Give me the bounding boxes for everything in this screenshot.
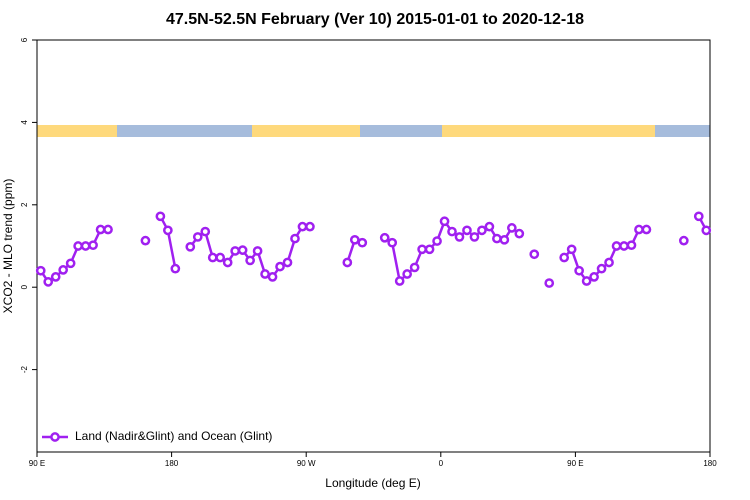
data-point — [215, 252, 226, 263]
data-point — [432, 236, 442, 246]
x-tick-label: 180 — [703, 459, 717, 468]
data-point — [267, 272, 278, 282]
ocean-strip — [117, 125, 252, 137]
data-point — [95, 224, 106, 235]
data-point — [185, 241, 196, 252]
data-point — [701, 225, 712, 236]
y-tick-label: 4 — [20, 120, 29, 125]
data-point — [200, 226, 211, 237]
data-point — [387, 237, 398, 248]
data-point — [252, 246, 263, 256]
data-point — [140, 235, 151, 246]
data-point — [402, 269, 412, 279]
data-point — [65, 258, 76, 269]
data-point — [634, 224, 644, 235]
data-point — [417, 244, 427, 255]
data-point — [275, 261, 285, 272]
data-point — [693, 211, 704, 222]
data-point — [379, 232, 390, 243]
data-point — [394, 276, 405, 286]
data-point — [544, 278, 555, 288]
data-point — [499, 234, 510, 245]
chart-title: 47.5N-52.5N February (Ver 10) 2015-01-01… — [166, 11, 584, 28]
data-point — [50, 272, 61, 282]
land-strip — [442, 125, 655, 137]
data-point — [357, 237, 368, 248]
data-point — [566, 244, 577, 255]
land-ocean-band — [37, 125, 710, 137]
data-point — [424, 244, 435, 255]
data-point — [439, 216, 450, 227]
land-strip — [37, 125, 117, 137]
data-point — [342, 257, 353, 268]
legend-marker — [50, 432, 60, 442]
data-point — [163, 225, 173, 236]
ocean-strip — [655, 125, 710, 137]
data-point — [282, 257, 293, 268]
data-point — [596, 263, 607, 274]
data-point — [222, 257, 233, 268]
data-point — [484, 221, 495, 232]
data-point — [43, 276, 54, 287]
data-point — [230, 246, 241, 256]
x-tick-label: 180 — [165, 459, 179, 468]
data-point — [514, 228, 525, 239]
y-axis-label: XCO2 - MLO trend (ppm) — [1, 179, 15, 314]
data-point — [155, 211, 166, 222]
data-point — [73, 241, 83, 251]
data-point — [88, 240, 98, 251]
data-point — [559, 252, 570, 263]
data-point — [641, 224, 652, 235]
data-point — [619, 241, 629, 251]
data-point — [35, 265, 46, 276]
land-strip — [252, 125, 360, 137]
x-tick-label: 0 — [439, 459, 444, 468]
data-point — [409, 262, 420, 273]
data-point — [260, 269, 270, 279]
data-point — [506, 223, 517, 233]
y-tick-label: 0 — [20, 284, 29, 289]
data-point — [529, 249, 540, 260]
y-tick-label: 6 — [20, 37, 29, 42]
x-tick-label: 90 E — [567, 459, 583, 468]
data-point — [626, 240, 637, 251]
data-point — [462, 225, 472, 236]
data-point — [349, 234, 360, 245]
data-point — [454, 232, 465, 242]
data-point — [492, 233, 502, 244]
data-point — [290, 233, 300, 244]
legend-label: Land (Nadir&Glint) and Ocean (Glint) — [75, 429, 272, 443]
series-line — [39, 215, 708, 284]
data-point — [447, 226, 457, 237]
data-point — [192, 232, 203, 242]
data-point — [305, 221, 315, 232]
y-tick-label: 2 — [20, 202, 29, 207]
data-point — [58, 265, 69, 275]
x-axis-label: Longitude (deg E) — [325, 476, 420, 490]
data-point — [574, 265, 584, 276]
data-point — [469, 232, 480, 242]
x-tick-label: 90 E — [29, 459, 45, 468]
data-point — [237, 245, 248, 255]
data-point — [678, 235, 689, 246]
data-point — [245, 255, 255, 266]
data-point — [207, 252, 218, 263]
data-point — [477, 225, 487, 236]
plot-frame — [36, 39, 711, 453]
data-point — [589, 272, 599, 282]
data-point — [297, 221, 308, 232]
data-point — [103, 224, 113, 235]
data-point — [80, 241, 91, 251]
x-tick-label: 90 W — [297, 459, 316, 468]
data-point — [170, 263, 181, 274]
data-point — [581, 276, 592, 286]
data-point — [611, 241, 622, 251]
y-tick-label: -2 — [20, 365, 29, 373]
data-point — [604, 257, 614, 268]
ocean-strip — [360, 125, 442, 137]
